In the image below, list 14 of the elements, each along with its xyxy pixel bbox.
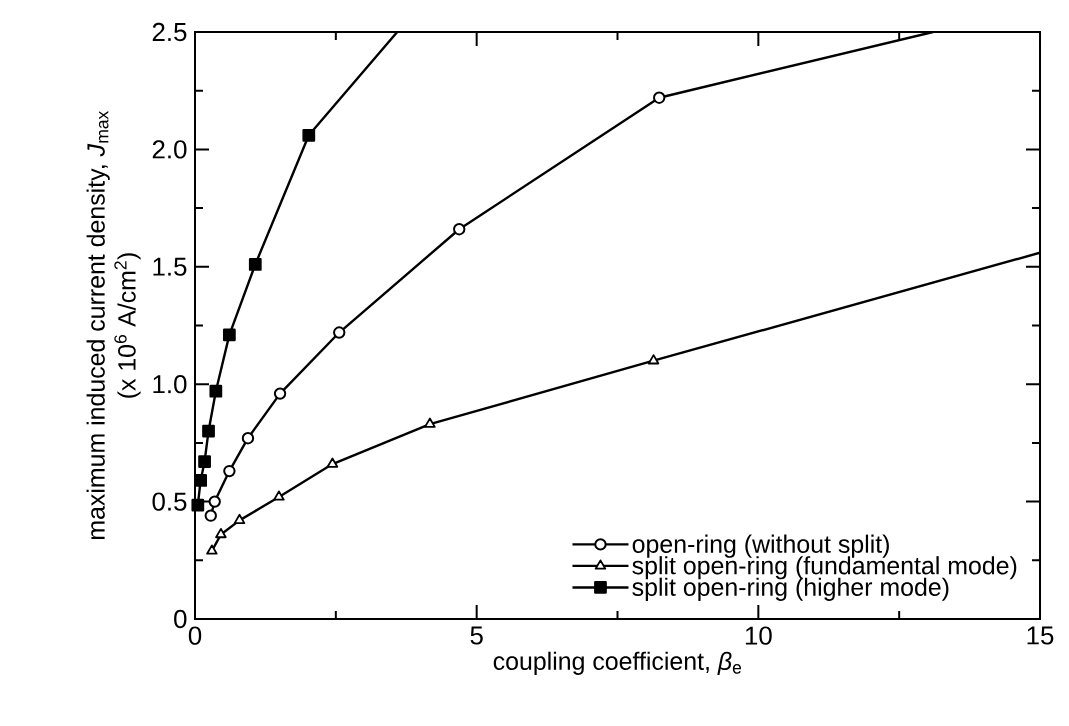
x-tick-label: 15 bbox=[1027, 626, 1054, 645]
text: maximum induced current density, J$_{max}$ bbox=[86, 110, 110, 540]
y-tick-label: 2.0 bbox=[152, 140, 187, 159]
x-tick-label: 0 bbox=[188, 626, 202, 645]
x-axis-title: coupling coefficient, β$_{e}$ bbox=[493, 651, 742, 675]
y-tick-label: 1.0 bbox=[153, 375, 187, 394]
y-tick-label: 0 bbox=[174, 609, 187, 629]
y-tick-label: 2.5 bbox=[152, 22, 187, 42]
x-tick-label: 5 bbox=[470, 626, 483, 645]
y-tick-label: 1.5 bbox=[153, 257, 187, 276]
y-tick-label: 0.5 bbox=[152, 492, 187, 511]
x-tick-label: 10 bbox=[745, 626, 772, 645]
text: (x 10$^{6}$ A/cm$^{2}$) bbox=[114, 253, 141, 398]
legend-label: open-ring (without split) bbox=[632, 534, 889, 558]
